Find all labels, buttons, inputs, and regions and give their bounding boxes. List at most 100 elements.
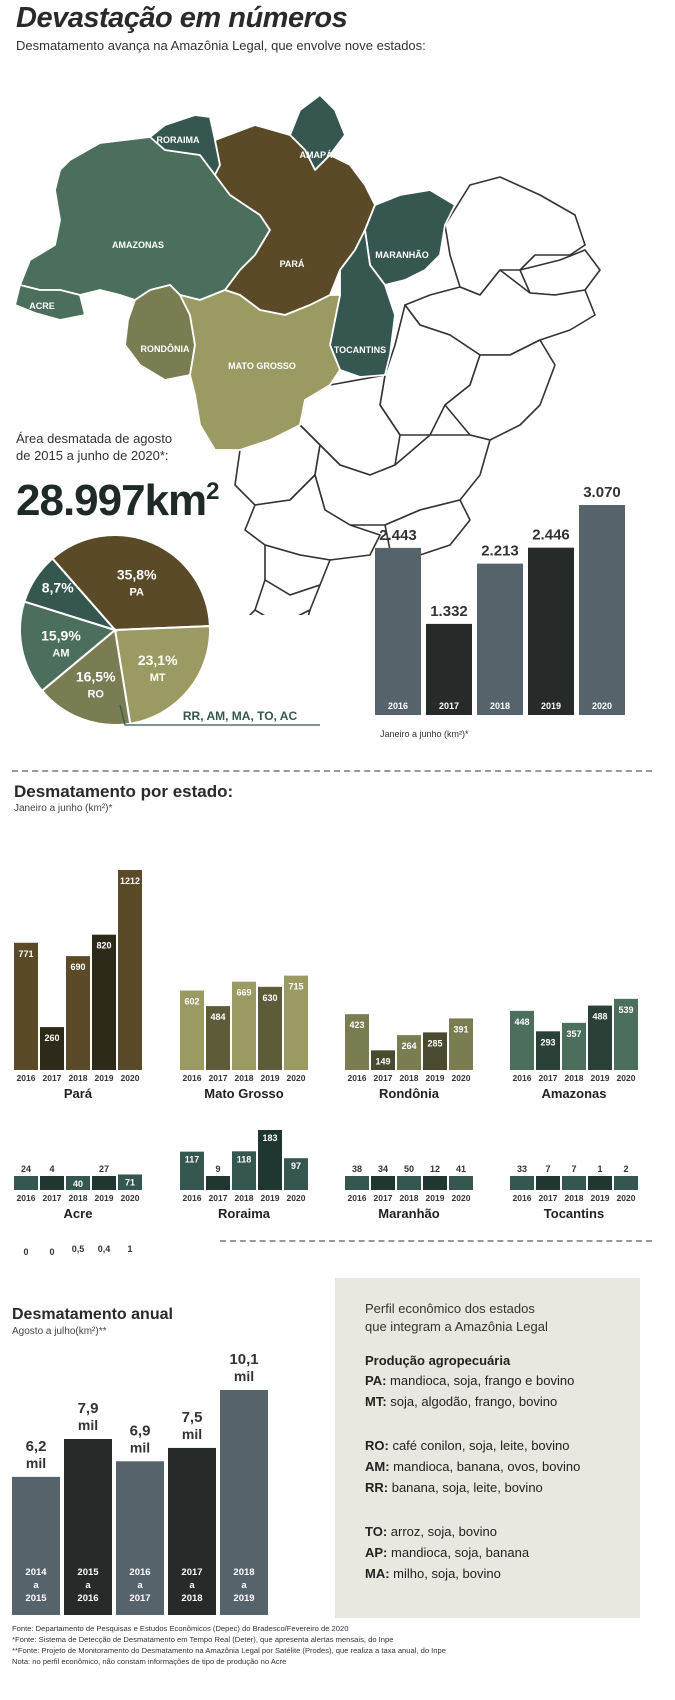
state-bar-value: 1212 [120, 876, 140, 886]
divider-1 [12, 770, 652, 772]
state-bar-value: 293 [540, 1037, 555, 1047]
state-bar-year: 2016 [348, 1193, 367, 1203]
state-bar [232, 981, 256, 1070]
pie-slice-value: 23,1% [138, 652, 178, 668]
profile-title-line1: Perfil econômico dos estados [365, 1301, 535, 1316]
pie-slice-other [23, 557, 119, 633]
state-bar-year: 2016 [17, 1073, 36, 1083]
profile-state-code: TO: [365, 1524, 388, 1539]
annual-bar-value: 7,5 [182, 1409, 203, 1426]
total-area-value: 28.997km [16, 476, 207, 525]
state-bar [206, 1176, 230, 1190]
state-bar [510, 1010, 534, 1070]
state-bar-year: 2019 [591, 1073, 610, 1083]
state-bar-year: 2019 [95, 1193, 114, 1203]
state-bar-year: 2019 [95, 1073, 114, 1083]
annual-bar-period: 2017 [129, 1593, 150, 1604]
top-bar-value: 3.070 [583, 484, 621, 501]
state-bar [588, 1005, 612, 1070]
map-label-amapa: AMAPÁ [300, 150, 333, 160]
profile-line: RR: banana, soja, leite, bovino [365, 1480, 543, 1495]
state-bar-value: 423 [349, 1020, 364, 1030]
pie-slice-label: AM [52, 648, 69, 660]
state-bar-year: 2020 [617, 1193, 636, 1203]
state-bar [562, 1022, 586, 1070]
pie-slice-value: 8,7% [42, 580, 74, 596]
state-bar-year: 2020 [121, 1193, 140, 1203]
map-label-para: PARÁ [280, 259, 305, 269]
state-bar-year: 2018 [565, 1073, 584, 1083]
pie-slice-label: PA [129, 586, 144, 598]
top-bar [426, 623, 472, 715]
annual-section-subtitle: Agosto a julho(km²)** [12, 1326, 107, 1337]
state-section-subtitle: Janeiro a junho (km²)* [14, 803, 113, 814]
pie-slice-ro [40, 628, 132, 726]
state-bar [258, 986, 282, 1070]
pie-slice-label: MT [150, 672, 166, 684]
state-bar [92, 1176, 116, 1190]
state-bar-value: 484 [210, 1012, 225, 1022]
map-state-acre [14, 284, 86, 321]
state-bar-value: 0,5 [72, 1244, 85, 1254]
state-bar-year: 2017 [374, 1193, 393, 1203]
state-bar-year: 2017 [43, 1193, 62, 1203]
state-bar [14, 1176, 38, 1190]
pie-slice-label: RO [87, 689, 104, 701]
area-label-line1: Área desmatada de agosto [16, 431, 173, 446]
state-bar [66, 956, 90, 1070]
annual-bar [12, 1476, 60, 1615]
state-bar [206, 1006, 230, 1070]
map-label-maranhao: MARANHÃO [375, 250, 429, 260]
annual-bar-period: 2016 [77, 1593, 98, 1604]
state-bar-value: 97 [291, 1161, 301, 1171]
state-bar-value: 0 [23, 1247, 28, 1255]
annual-bar-period: 2019 [233, 1593, 254, 1604]
annual-bar [64, 1439, 112, 1615]
state-bar-year: 2017 [43, 1073, 62, 1083]
profile-state-code: RO: [365, 1438, 389, 1453]
profile-state-code: MT: [365, 1394, 387, 1409]
state-bar-year: 2019 [591, 1193, 610, 1203]
state-bar-year: 2016 [17, 1193, 36, 1203]
footer-line: Nota: no perfil econômico, não constam i… [12, 1657, 287, 1666]
top-bar-year: 2017 [439, 701, 459, 711]
state-bar-value: 33 [517, 1164, 527, 1174]
state-bar-year: 2019 [261, 1073, 280, 1083]
state-bar [423, 1176, 447, 1190]
state-bar-value: 539 [618, 1005, 633, 1015]
state-bar-value: 24 [21, 1164, 31, 1174]
map-label-mato-grosso: MATO GROSSO [228, 361, 296, 371]
annual-bar [168, 1447, 216, 1615]
state-bar-value: 715 [288, 982, 303, 992]
annual-bar-unit: mil [130, 1439, 150, 1455]
state-bar [449, 1018, 473, 1070]
state-bar-value: 40 [73, 1179, 83, 1189]
state-bar-year: 2018 [565, 1193, 584, 1203]
map-label-tocantins: TOCANTINS [334, 345, 386, 355]
annual-bar-period: a [189, 1580, 195, 1591]
state-bar-value: 357 [566, 1029, 581, 1039]
state-bar-year: 2020 [452, 1073, 471, 1083]
top-bar-year: 2020 [592, 701, 612, 711]
economic-profile-box: Perfil econômico dos estados que integra… [335, 1278, 640, 1618]
state-bar-value: 149 [375, 1056, 390, 1066]
state-chart-name: Mato Grosso [204, 1086, 284, 1101]
annual-bar-unit: mil [78, 1417, 98, 1433]
state-bar-value: 285 [427, 1038, 442, 1048]
state-bar-value: 820 [96, 941, 111, 951]
profile-state-code: RR: [365, 1480, 389, 1495]
annual-bar-chart: 6,2mil2014a20157,9mil2015a20166,9mil2016… [12, 1351, 268, 1615]
other-states [234, 176, 601, 615]
state-bar-year: 2020 [287, 1193, 306, 1203]
state-bar-value: 27 [99, 1164, 109, 1174]
area-label-line2: de 2015 a junho de 2020*: [16, 448, 169, 463]
state-bar [92, 934, 116, 1070]
state-bar-year: 2020 [452, 1193, 471, 1203]
profile-products: café conilon, soja, leite, bovino [388, 1438, 570, 1453]
state-bar [258, 1130, 282, 1190]
top-bar-year: 2016 [388, 701, 408, 711]
profile-line: TO: arroz, soja, bovino [365, 1524, 497, 1539]
page-subtitle: Desmatamento avança na Amazônia Legal, q… [16, 38, 426, 53]
state-bar [423, 1032, 447, 1070]
top-bar [477, 563, 523, 715]
